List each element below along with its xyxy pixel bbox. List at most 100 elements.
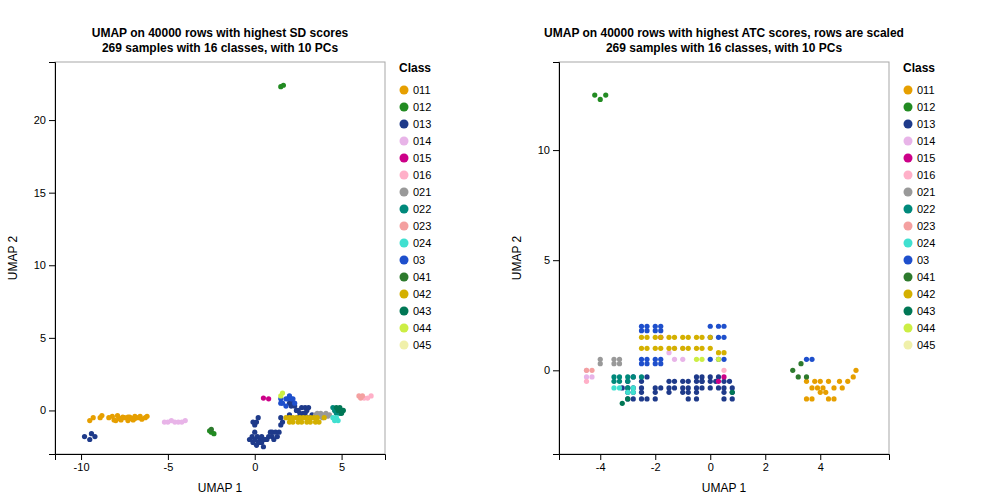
series (790, 361, 809, 379)
point (252, 430, 257, 435)
legend-label: 013 (917, 118, 935, 130)
tick-mark (49, 265, 55, 266)
point (625, 390, 630, 395)
x-axis-title: UMAP 1 (198, 481, 243, 495)
point (730, 390, 735, 395)
point (360, 393, 365, 398)
legend-marker (400, 290, 409, 299)
point (853, 368, 858, 373)
point (589, 374, 594, 379)
point (721, 357, 726, 362)
point (672, 379, 677, 384)
tick-label: 4 (818, 461, 824, 473)
legend-label: 03 (917, 254, 929, 266)
point (831, 396, 836, 401)
tick: 20 (34, 114, 55, 126)
legend-marker (904, 137, 913, 146)
title-line: 269 samples with 16 classes, with 10 PCs (102, 41, 338, 55)
point (653, 328, 658, 333)
point (686, 379, 691, 384)
tick-mark (553, 150, 559, 151)
legend-marker (904, 154, 913, 163)
tick-mark (49, 120, 55, 121)
series (639, 335, 727, 356)
point (292, 401, 297, 406)
point (721, 335, 726, 340)
x-axis: -10-505 (56, 454, 386, 473)
point (644, 346, 649, 351)
point (625, 390, 630, 395)
y-axis: 0 5 10 15 20 (34, 63, 56, 455)
legend-marker (400, 120, 409, 129)
point (611, 374, 616, 379)
series (611, 385, 635, 395)
point (809, 396, 814, 401)
point (680, 335, 685, 340)
tick-label: 0 (40, 404, 46, 416)
point (666, 390, 671, 395)
point (790, 368, 795, 373)
legend-item: 021 (904, 186, 936, 198)
tick-mark (600, 454, 601, 460)
point (639, 357, 644, 362)
point (639, 328, 644, 333)
series (598, 357, 622, 367)
point (658, 328, 663, 333)
point (686, 346, 691, 351)
point (694, 346, 699, 351)
legend-label: 021 (917, 186, 935, 198)
point (672, 385, 677, 390)
point (653, 357, 658, 362)
legend-marker (904, 222, 913, 231)
legend-label: 016 (413, 169, 431, 181)
point (584, 379, 589, 384)
point (694, 374, 699, 379)
point (617, 357, 622, 362)
tick-label: 0 (708, 461, 714, 473)
series (658, 335, 726, 384)
point (815, 385, 820, 390)
point (209, 427, 214, 432)
point (721, 374, 726, 379)
series (278, 393, 297, 408)
point (721, 368, 726, 373)
point (708, 335, 713, 340)
point (658, 346, 663, 351)
point (812, 379, 817, 384)
legend-marker (904, 103, 913, 112)
tick-label: 10 (34, 259, 46, 271)
point (639, 346, 644, 351)
point (826, 379, 831, 384)
point (276, 430, 281, 435)
point (256, 415, 261, 420)
point (611, 361, 616, 366)
legend-marker (904, 188, 913, 197)
point (290, 419, 295, 424)
point (584, 368, 589, 373)
point (686, 335, 691, 340)
legend-item: 042 (400, 288, 432, 300)
tick: 5 (339, 454, 345, 473)
chart-title: UMAP on 40000 rows with highest SD score… (92, 26, 349, 55)
point (653, 346, 658, 351)
axis-line (560, 455, 890, 461)
tick: 0 (544, 364, 559, 376)
point (211, 431, 216, 436)
point (625, 379, 630, 384)
point (845, 379, 850, 384)
point (666, 379, 671, 384)
legend-item: 044 (904, 322, 936, 334)
x-axis: -4-2024 (560, 454, 890, 473)
point (694, 357, 699, 362)
point (686, 390, 691, 395)
tick-label: 5 (40, 332, 46, 344)
tick-mark (168, 454, 169, 460)
tick-mark (765, 454, 766, 460)
legend-marker (400, 154, 409, 163)
tick-label: -10 (74, 461, 90, 473)
legend-item: 024 (904, 237, 936, 249)
point (708, 324, 713, 329)
point (283, 403, 288, 408)
tick-label: 15 (34, 187, 46, 199)
point (680, 390, 685, 395)
